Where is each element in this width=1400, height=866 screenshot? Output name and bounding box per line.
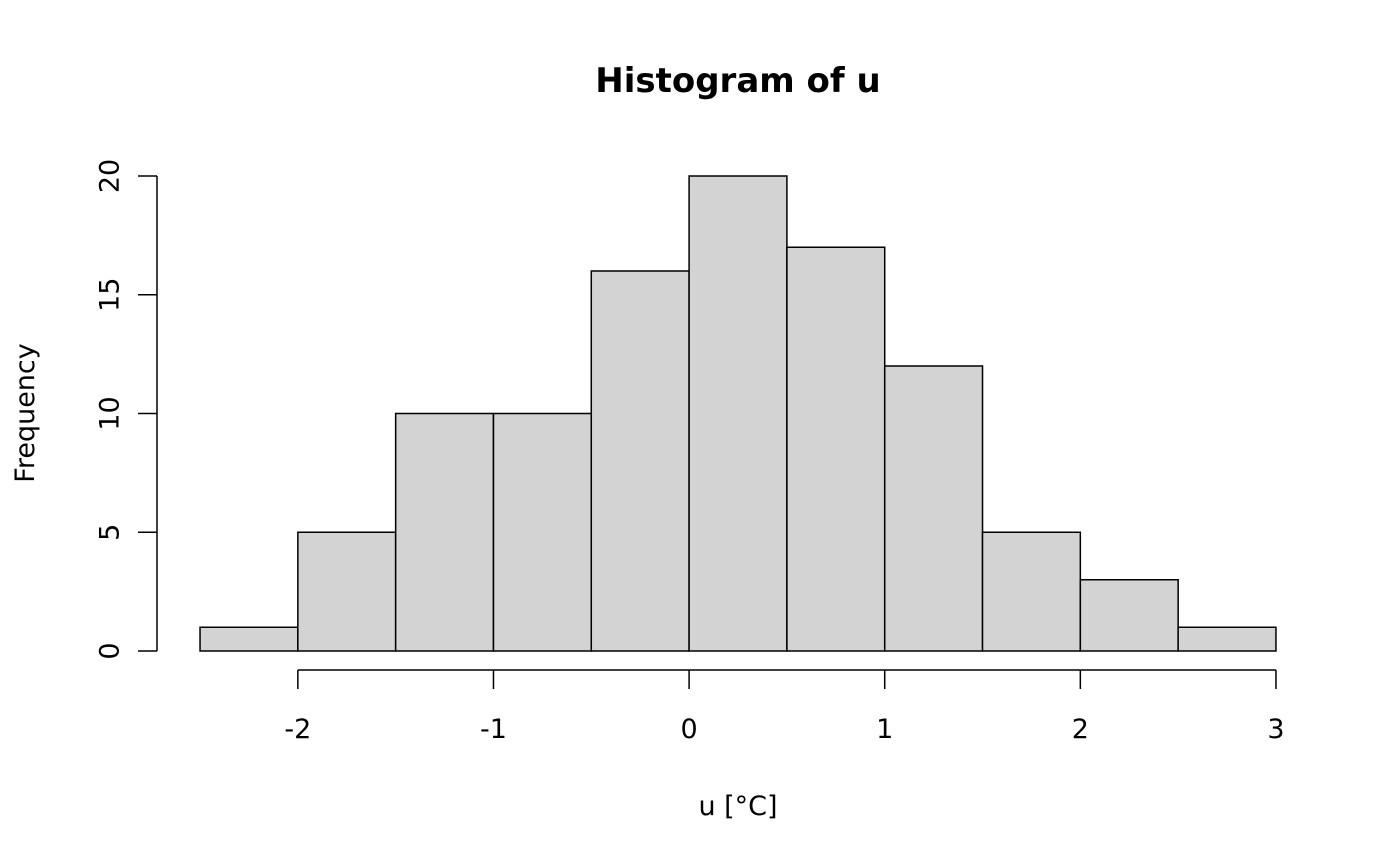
bar: [786, 246, 886, 652]
x-tick-label: 2: [1072, 714, 1089, 745]
bar: [394, 412, 495, 652]
bar: [492, 412, 593, 652]
bar: [297, 531, 397, 652]
x-tick-label: 0: [681, 714, 698, 745]
bar: [688, 175, 788, 652]
bar: [883, 365, 984, 652]
y-tick-label: 0: [95, 642, 126, 659]
y-tick-label: 20: [95, 159, 126, 193]
x-tick-label: -1: [480, 714, 507, 745]
y-tick-label: 15: [95, 278, 126, 312]
chart-title: Histogram of u: [595, 61, 880, 101]
x-tick-label: 3: [1267, 714, 1284, 745]
bar: [1079, 579, 1179, 652]
x-tick-label: 1: [876, 714, 893, 745]
x-tick-label: -2: [284, 714, 311, 745]
y-tick-label: 10: [95, 396, 126, 430]
bar: [199, 626, 299, 652]
y-tick-label: 5: [95, 524, 126, 541]
x-axis-label: u [°C]: [698, 791, 777, 822]
bar: [1177, 626, 1277, 652]
y-axis-label: Frequency: [10, 343, 41, 483]
bar: [590, 270, 690, 652]
bar: [981, 531, 1082, 652]
